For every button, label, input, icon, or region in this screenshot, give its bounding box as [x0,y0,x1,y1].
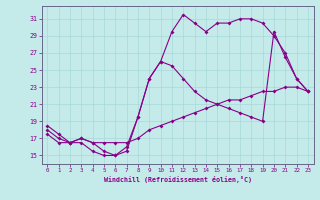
X-axis label: Windchill (Refroidissement éolien,°C): Windchill (Refroidissement éolien,°C) [104,176,252,183]
